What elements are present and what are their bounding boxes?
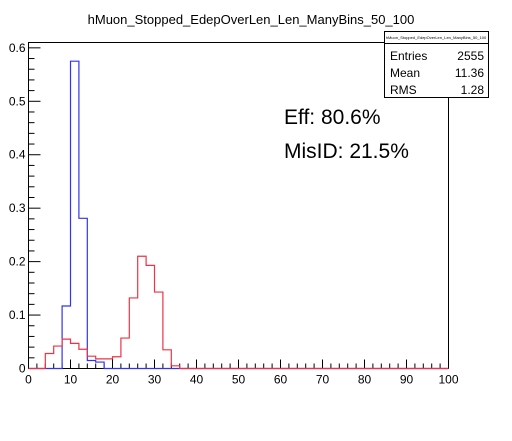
x-tick-label: 80 (358, 373, 372, 387)
y-axis-ticks (28, 47, 41, 369)
histogram-bin (96, 359, 104, 369)
y-axis-tick-labels: 0 0.1 0.2 0.3 0.4 0.5 0.6 (9, 41, 26, 376)
y-tick-label: 0.5 (9, 94, 26, 108)
annotation-misid: MisID: 21.5% (284, 140, 409, 163)
histogram-bin (96, 362, 104, 368)
histogram-step-line (28, 255, 449, 370)
histogram-bin (113, 357, 121, 369)
stats-box-frame (384, 31, 489, 98)
histogram-bin (129, 298, 137, 369)
x-tick-label: 60 (274, 373, 288, 387)
stats-entries-label: Entries (390, 49, 427, 63)
x-tick-label: 0 (25, 373, 32, 387)
y-tick-label: 0.4 (9, 148, 26, 162)
x-tick-label: 70 (316, 373, 330, 387)
y-tick-label: 0.2 (9, 255, 26, 269)
annotation-efficiency: Eff: 80.6% (284, 106, 381, 129)
histogram-bin (121, 338, 129, 368)
y-tick-label: 0.6 (9, 41, 26, 55)
chart-title: hMuon_Stopped_EdepOverLen_Len_ManyBins_5… (88, 12, 415, 27)
y-tick-label: 0 (19, 362, 26, 376)
stats-mean-value: 11.36 (455, 66, 484, 80)
histogram-bin (79, 218, 87, 368)
histogram-bin (146, 265, 154, 368)
y-tick-label: 0.1 (9, 308, 26, 322)
histogram-bin (71, 61, 79, 368)
x-tick-label: 50 (232, 373, 246, 387)
histogram-bin (104, 359, 112, 369)
histogram-bin (62, 306, 70, 369)
histogram-bin (155, 292, 163, 368)
y-tick-label: 0.3 (9, 201, 26, 215)
histogram-bin (71, 343, 79, 368)
histogram-series-2 (28, 255, 449, 370)
histogram-bin (54, 346, 62, 368)
stats-rms-value: 1.28 (461, 83, 485, 97)
stats-rms-label: RMS (390, 83, 417, 97)
stats-mean-label: Mean (390, 66, 420, 80)
stats-entries-value: 2555 (457, 49, 484, 63)
histogram-series-1 (28, 60, 449, 370)
x-tick-label: 100 (438, 373, 458, 387)
x-tick-label: 40 (190, 373, 204, 387)
x-tick-label: 10 (64, 373, 78, 387)
stats-box-header: hMuon_Stopped_EdepOverLen_Len_ManyBins_5… (386, 35, 487, 40)
histogram-bin (62, 339, 70, 368)
x-axis-tick-labels: 0 10 20 30 40 50 60 70 80 90 100 (25, 373, 459, 387)
histogram-bin (138, 256, 146, 368)
histogram-bin (163, 350, 171, 369)
histogram-bin (87, 356, 95, 368)
histogram-bin (45, 354, 53, 369)
histogram-step-line (28, 60, 449, 370)
stats-box: hMuon_Stopped_EdepOverLen_Len_ManyBins_5… (384, 31, 489, 98)
x-tick-label: 20 (106, 373, 120, 387)
x-tick-label: 30 (148, 373, 162, 387)
histogram-bin (79, 349, 87, 368)
histogram-series (28, 60, 449, 370)
x-tick-label: 90 (400, 373, 414, 387)
histogram-bin (87, 360, 95, 368)
